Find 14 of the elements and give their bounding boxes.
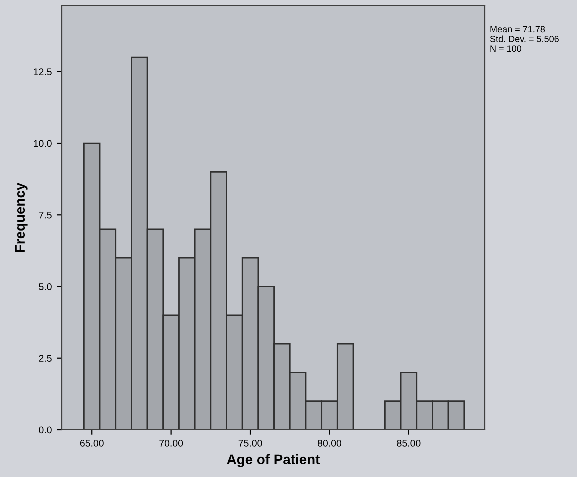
- y-tick-label: 10.0: [34, 140, 52, 148]
- y-tick-label: 0.0: [39, 426, 52, 434]
- x-tick-label: 85.00: [397, 440, 421, 447]
- x-tick-label: 65.00: [80, 440, 104, 447]
- x-tick-label: 70.00: [160, 440, 184, 447]
- x-tick-label: 80.00: [318, 440, 342, 447]
- y-tick-label: 12.5: [34, 68, 52, 76]
- y-tick-label: 2.5: [39, 355, 52, 362]
- y-tick-label: 5.0: [39, 283, 52, 290]
- y-tick-label: 7.5: [39, 212, 52, 219]
- y-axis-title: Frequency: [15, 182, 28, 252]
- x-axis-title: Age of Patient: [227, 454, 320, 468]
- x-tick-label: 75.00: [238, 440, 262, 447]
- text: Mean = 71.78 Std. Dev. = 5.506 N = 100: [490, 26, 559, 52]
